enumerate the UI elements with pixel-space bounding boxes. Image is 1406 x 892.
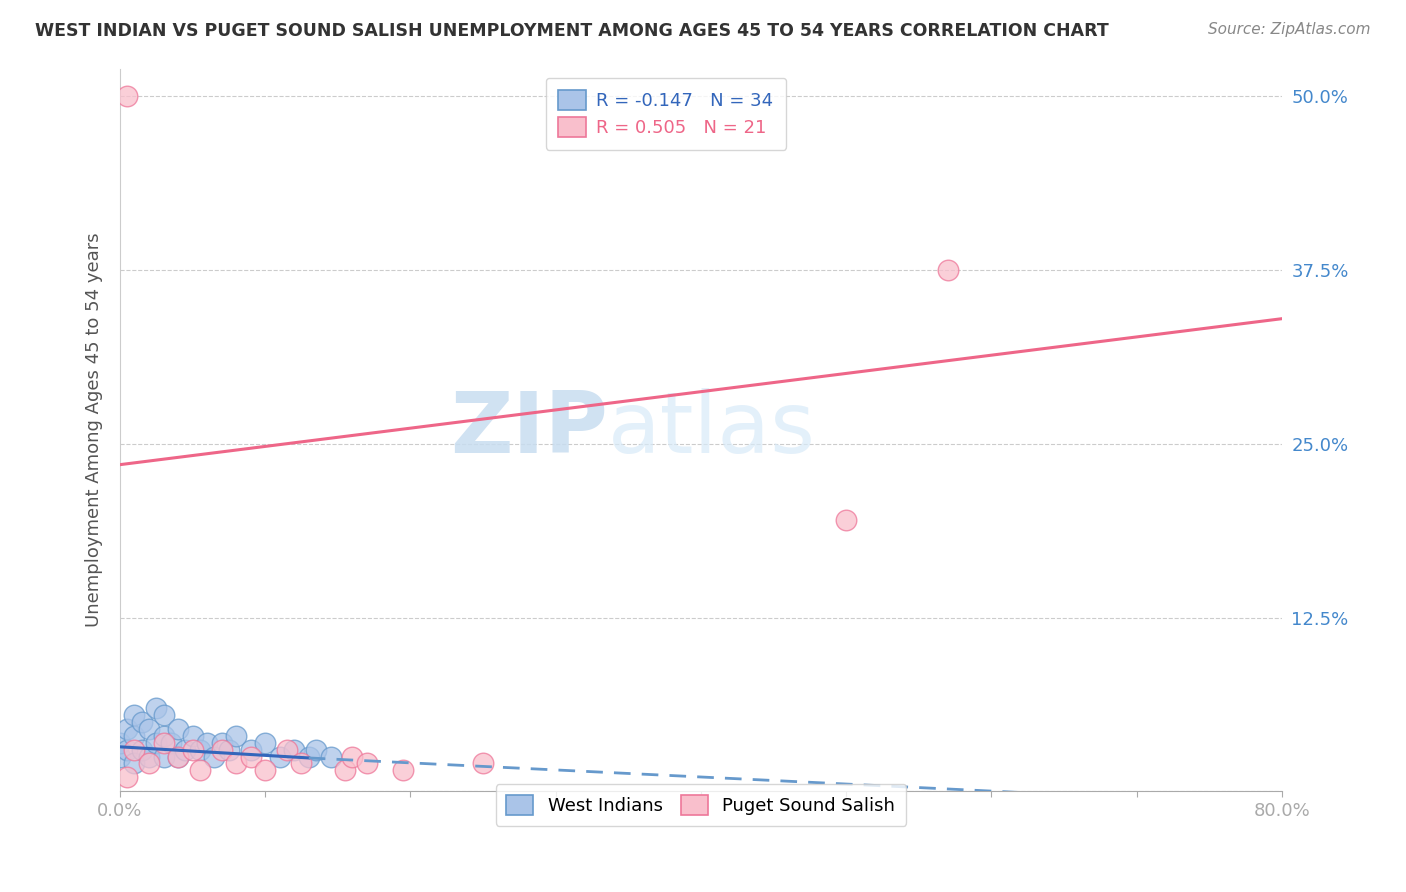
Text: ZIP: ZIP — [450, 388, 607, 471]
Point — [472, 756, 495, 771]
Point — [138, 756, 160, 771]
Point — [218, 742, 240, 756]
Legend: West Indians, Puget Sound Salish: West Indians, Puget Sound Salish — [495, 784, 907, 826]
Point — [115, 722, 138, 736]
Point — [290, 756, 312, 771]
Point — [167, 722, 190, 736]
Point — [152, 729, 174, 743]
Y-axis label: Unemployment Among Ages 45 to 54 years: Unemployment Among Ages 45 to 54 years — [86, 233, 103, 627]
Point — [319, 749, 342, 764]
Point — [159, 736, 181, 750]
Point — [181, 742, 204, 756]
Point — [305, 742, 328, 756]
Point — [131, 714, 153, 729]
Point — [211, 736, 233, 750]
Point — [298, 749, 321, 764]
Point — [115, 771, 138, 785]
Point — [138, 722, 160, 736]
Point — [174, 742, 197, 756]
Point — [225, 729, 247, 743]
Point — [115, 742, 138, 756]
Point — [835, 513, 858, 527]
Point — [254, 736, 277, 750]
Text: WEST INDIAN VS PUGET SOUND SALISH UNEMPLOYMENT AMONG AGES 45 TO 54 YEARS CORRELA: WEST INDIAN VS PUGET SOUND SALISH UNEMPL… — [35, 22, 1109, 40]
Point — [152, 736, 174, 750]
Point — [239, 742, 262, 756]
Point — [108, 736, 131, 750]
Point — [195, 736, 218, 750]
Point — [269, 749, 291, 764]
Point — [145, 701, 167, 715]
Point — [356, 756, 378, 771]
Point — [152, 707, 174, 722]
Text: Source: ZipAtlas.com: Source: ZipAtlas.com — [1208, 22, 1371, 37]
Point — [124, 729, 146, 743]
Point — [115, 89, 138, 103]
Text: atlas: atlas — [607, 388, 815, 471]
Point — [152, 749, 174, 764]
Point — [145, 736, 167, 750]
Point — [124, 756, 146, 771]
Point — [188, 764, 211, 778]
Point — [181, 729, 204, 743]
Point — [333, 764, 356, 778]
Point — [167, 749, 190, 764]
Point — [167, 749, 190, 764]
Point — [392, 764, 415, 778]
Point — [108, 749, 131, 764]
Point — [254, 764, 277, 778]
Point — [283, 742, 305, 756]
Point — [225, 756, 247, 771]
Point — [211, 742, 233, 756]
Point — [124, 742, 146, 756]
Point — [342, 749, 364, 764]
Point — [202, 749, 225, 764]
Point — [188, 742, 211, 756]
Point — [131, 742, 153, 756]
Point — [138, 749, 160, 764]
Point — [936, 263, 959, 277]
Point — [276, 742, 298, 756]
Point — [239, 749, 262, 764]
Point — [124, 707, 146, 722]
